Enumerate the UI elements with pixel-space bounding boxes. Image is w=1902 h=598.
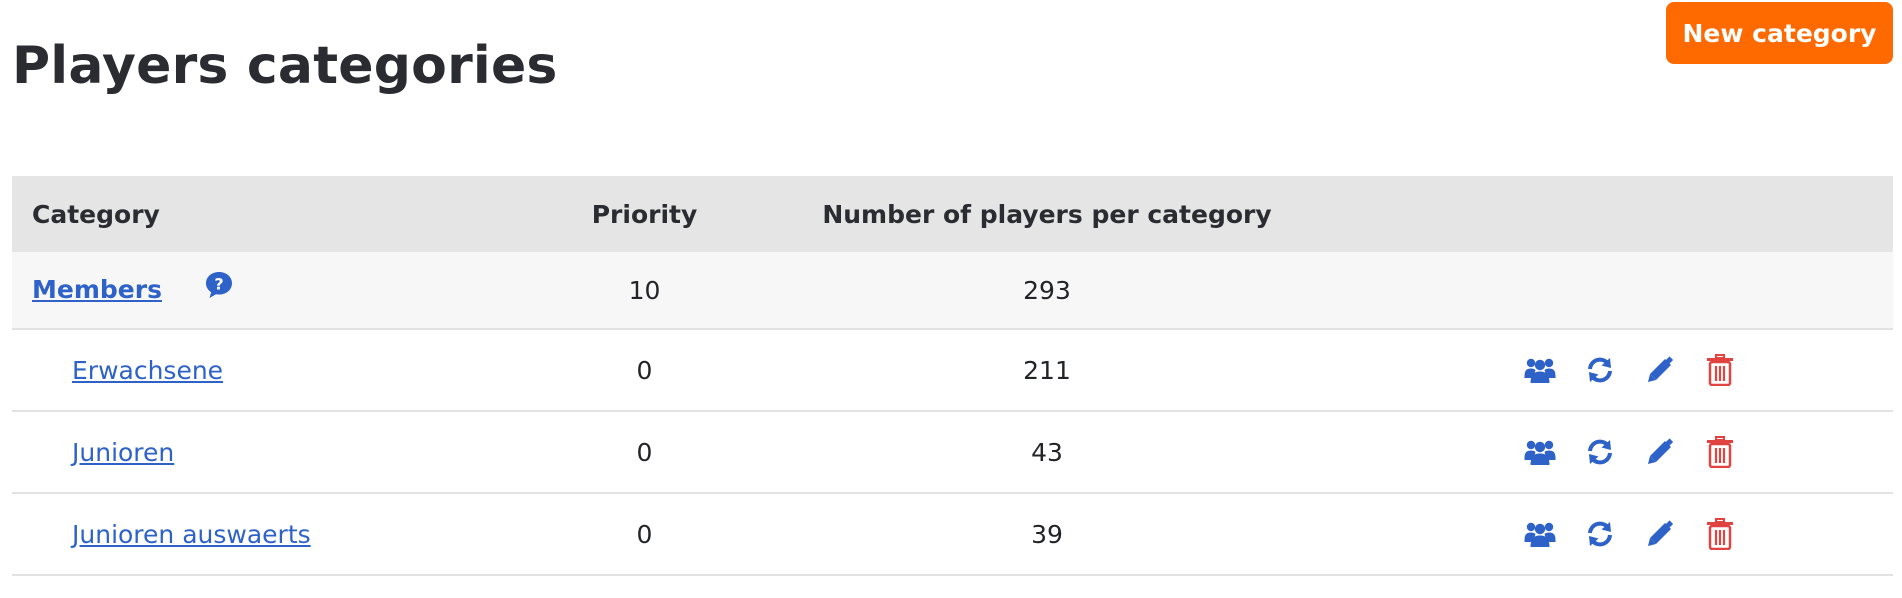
- users-icon[interactable]: [1523, 353, 1557, 387]
- players-cell: 293: [737, 252, 1357, 330]
- category-cell: Erwachsene: [12, 329, 552, 412]
- table-header-row: Category Priority Number of players per …: [12, 176, 1893, 252]
- refresh-icon[interactable]: [1583, 353, 1617, 387]
- actions-cell: [1357, 493, 1893, 576]
- edit-pencil-icon[interactable]: [1643, 517, 1677, 551]
- trash-icon[interactable]: [1703, 517, 1737, 551]
- players-count: 39: [1031, 519, 1063, 549]
- svg-text:?: ?: [214, 274, 223, 293]
- players-count: 211: [1023, 355, 1071, 385]
- players-cell: 211: [737, 329, 1357, 412]
- table-row: Junioren auswaerts 0 39: [12, 493, 1893, 576]
- priority-value: 0: [636, 437, 653, 467]
- actions-cell: [1357, 411, 1893, 494]
- category-link[interactable]: Erwachsene: [72, 355, 224, 385]
- priority-value: 0: [636, 519, 653, 549]
- category-cell: Junioren auswaerts: [12, 493, 552, 576]
- refresh-icon[interactable]: [1583, 435, 1617, 469]
- page-title: Players categories: [12, 36, 558, 96]
- row-actions: [1357, 517, 1893, 551]
- table-row: Erwachsene 0 211: [12, 329, 1893, 412]
- table-row-members: Members ? 10 293: [12, 252, 1893, 330]
- players-count: 43: [1031, 437, 1063, 467]
- column-header-players: Number of players per category: [737, 176, 1357, 252]
- categories-table: Category Priority Number of players per …: [12, 176, 1893, 576]
- category-link[interactable]: Junioren: [72, 437, 175, 467]
- priority-cell: 0: [552, 493, 737, 576]
- actions-cell: [1357, 252, 1893, 330]
- category-link-members[interactable]: Members: [32, 274, 162, 304]
- priority-cell: 0: [552, 329, 737, 412]
- column-header-actions: [1357, 176, 1893, 252]
- category-link[interactable]: Junioren auswaerts: [72, 519, 311, 549]
- category-cell: Members ?: [12, 252, 552, 330]
- players-cell: 43: [737, 411, 1357, 494]
- column-header-priority: Priority: [552, 176, 737, 252]
- players-cell: 39: [737, 493, 1357, 576]
- priority-value: 0: [636, 355, 653, 385]
- help-bubble-icon[interactable]: ?: [204, 270, 234, 306]
- priority-value: 10: [628, 275, 661, 305]
- priority-cell: 0: [552, 411, 737, 494]
- category-cell: Junioren: [12, 411, 552, 494]
- row-actions: [1357, 435, 1893, 469]
- new-category-button[interactable]: New category: [1666, 2, 1893, 64]
- actions-cell: [1357, 329, 1893, 412]
- users-icon[interactable]: [1523, 517, 1557, 551]
- row-actions: [1357, 353, 1893, 387]
- column-header-category: Category: [12, 176, 552, 252]
- users-icon[interactable]: [1523, 435, 1557, 469]
- table-row: Junioren 0 43: [12, 411, 1893, 494]
- players-count: 293: [1023, 275, 1071, 305]
- priority-cell: 10: [552, 252, 737, 330]
- edit-pencil-icon[interactable]: [1643, 435, 1677, 469]
- trash-icon[interactable]: [1703, 353, 1737, 387]
- edit-pencil-icon[interactable]: [1643, 353, 1677, 387]
- refresh-icon[interactable]: [1583, 517, 1617, 551]
- trash-icon[interactable]: [1703, 435, 1737, 469]
